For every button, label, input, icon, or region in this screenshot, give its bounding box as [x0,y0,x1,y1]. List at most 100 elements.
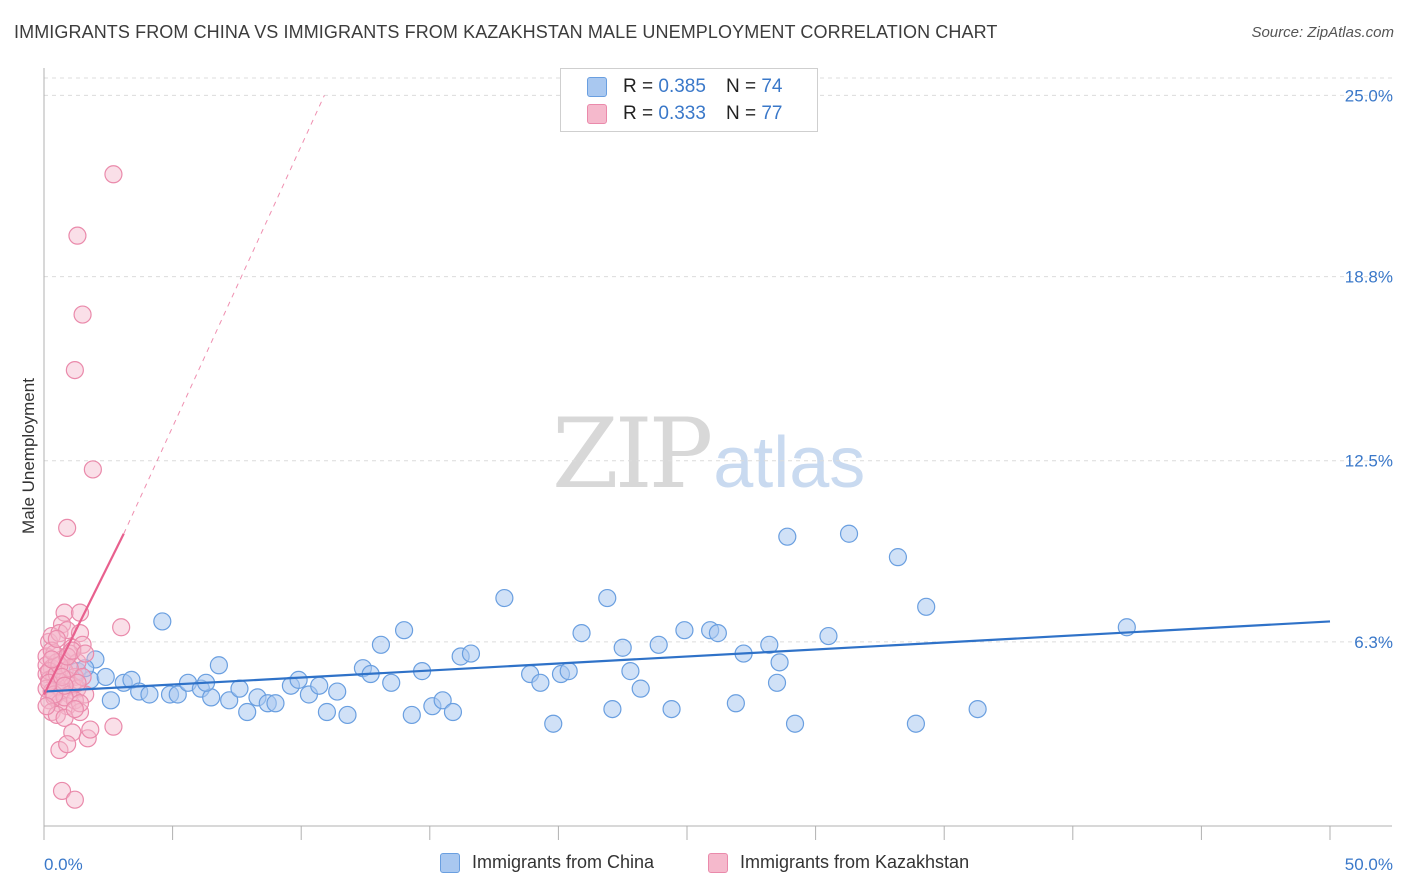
kazakhstan-trendline [43,533,125,695]
china-point [888,548,908,567]
chart-title: IMMIGRANTS FROM CHINA VS IMMIGRANTS FROM… [14,22,998,42]
kazakhstan-point [70,694,90,713]
bottom-legend-kazakhstan: Immigrants from Kazakhstan [708,852,969,873]
china-point [495,588,514,608]
china-trendline [43,620,1331,693]
kazakhstan-point [73,305,92,324]
china-point [621,662,640,681]
y-tick-label: 25.0% [1345,86,1393,105]
china-point [544,714,563,733]
china-point [906,714,926,733]
y-axis-title: Male Unemployment [19,378,38,534]
china-point [631,679,650,698]
kazakhstan-point [52,781,72,801]
bottom-legend-label-kazakhstan: Immigrants from Kazakhstan [740,852,970,872]
china-point [168,685,187,704]
legend-r-label: R = [623,103,654,124]
legend-r-label: R = [623,76,654,97]
kazakhstan-point [58,735,77,754]
china-point [603,700,622,719]
china-point [96,667,115,687]
correlation-legend: R = 0.385 N = 74 R = 0.333 N = 77 [560,68,818,132]
china-point [310,676,329,695]
kazakhstan-point [112,618,131,637]
china-point [726,694,745,713]
china-point [708,624,727,643]
kazakhstan-point [47,629,66,649]
bottom-legend-swatch-china [440,852,460,873]
y-tick-label: 12.5% [1345,452,1393,471]
china-point [819,626,838,646]
legend-n-label: N = [725,103,757,124]
legend-swatch-kazakhstan [587,104,607,124]
kazakhstan-point [73,667,92,687]
china-point [839,524,859,543]
china-point [917,597,936,616]
y-tick-label: 18.8% [1345,268,1393,287]
bottom-legend-label-china: Immigrants from China [472,852,655,872]
china-point [153,612,172,631]
china-point [317,702,337,722]
china-point [230,679,249,698]
legend-swatch-china [587,77,607,97]
kazakhstan-point [68,226,87,245]
china-point [675,621,694,640]
kazakhstan-point [65,700,84,719]
china-point [338,705,357,725]
kazakhstan-point [83,460,102,479]
china-point [140,685,159,704]
china-point [559,662,578,681]
china-point [572,624,591,643]
kazakhstan-point [76,644,95,663]
legend-n-china: 74 [761,76,783,97]
china-point [662,700,681,719]
kazakhstan-trendline-extension [123,95,325,534]
china-point [101,691,120,710]
legend-n-label: N = [725,76,757,97]
china-point [767,673,787,692]
china-point [382,673,401,692]
china-point [968,700,987,719]
china-point [289,670,308,689]
china-point [649,635,668,654]
watermark-atlas: atlas [713,423,866,503]
china-point [531,673,550,692]
source-label: Source: ZipAtlas.com [1251,24,1394,41]
kazakhstan-point [81,720,100,739]
china-point [443,702,463,722]
watermark: ZIPatlas [552,398,865,510]
china-point [613,638,632,657]
kazakhstan-point [104,717,123,736]
china-point [785,714,805,733]
china-point [328,682,347,701]
china-point [760,635,779,654]
bottom-legend-china: Immigrants from China [440,852,654,873]
x-tick-label-max: 50.0% [1345,855,1393,874]
china-point [402,705,421,725]
kazakhstan-point [104,165,123,184]
china-point [770,653,789,672]
china-point [394,621,414,640]
kazakhstan-point [37,697,56,716]
legend-row-kazakhstan: R = 0.333 N = 77 [587,101,782,127]
china-point [778,527,797,546]
china-point [238,702,257,722]
bottom-legend-swatch-kazakhstan [708,852,728,873]
china-point [433,691,452,710]
legend-r-china: 0.385 [658,76,706,97]
watermark-zip: ZIP [552,398,713,510]
kazakhstan-point [55,603,74,622]
legend-row-china: R = 0.385 N = 74 [587,74,782,100]
y-tick-label: 6.3% [1354,633,1393,652]
kazakhstan-point [58,518,77,538]
china-point [209,656,228,675]
china-point [598,588,617,608]
legend-r-kazakhstan: 0.333 [658,103,706,124]
china-point [266,694,285,713]
x-tick-label-min: 0.0% [44,855,83,874]
china-point [371,635,391,654]
kazakhstan-point [65,790,84,809]
kazakhstan-point [70,603,90,622]
legend-n-kazakhstan: 77 [761,103,783,124]
